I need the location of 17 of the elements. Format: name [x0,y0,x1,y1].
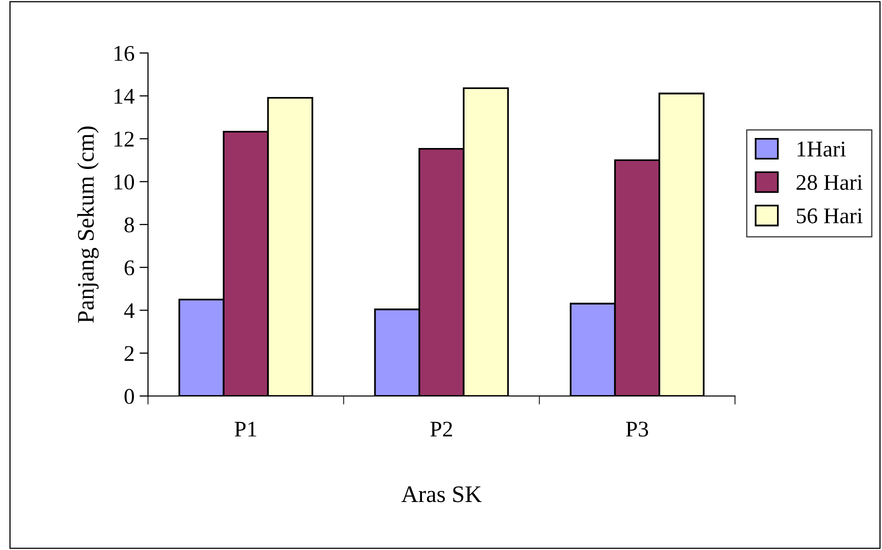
x-tick-label: P1 [234,422,256,436]
legend-label: 28 Hari [796,174,862,190]
y-tick-label: 16 [114,46,134,61]
y-tick-label: 10 [114,174,134,190]
y-tick-label: 4 [124,303,134,318]
y-tick-label: 8 [124,217,134,232]
x-tick-label: P3 [626,422,648,437]
y-axis-title: Panjang Sekum (cm) [77,126,99,323]
y-tick-label: 12 [114,132,134,146]
x-tick-label: P2 [430,422,452,436]
y-tick-label: 14 [114,88,134,104]
legend-label: 1Hari [798,142,846,157]
y-tick-label: 2 [124,346,134,361]
y-tick-label: 6 [124,260,134,276]
y-tick-label: 0 [124,388,134,404]
legend-label: 56 Hari [796,208,862,224]
x-axis-title: Aras SK [401,486,482,502]
